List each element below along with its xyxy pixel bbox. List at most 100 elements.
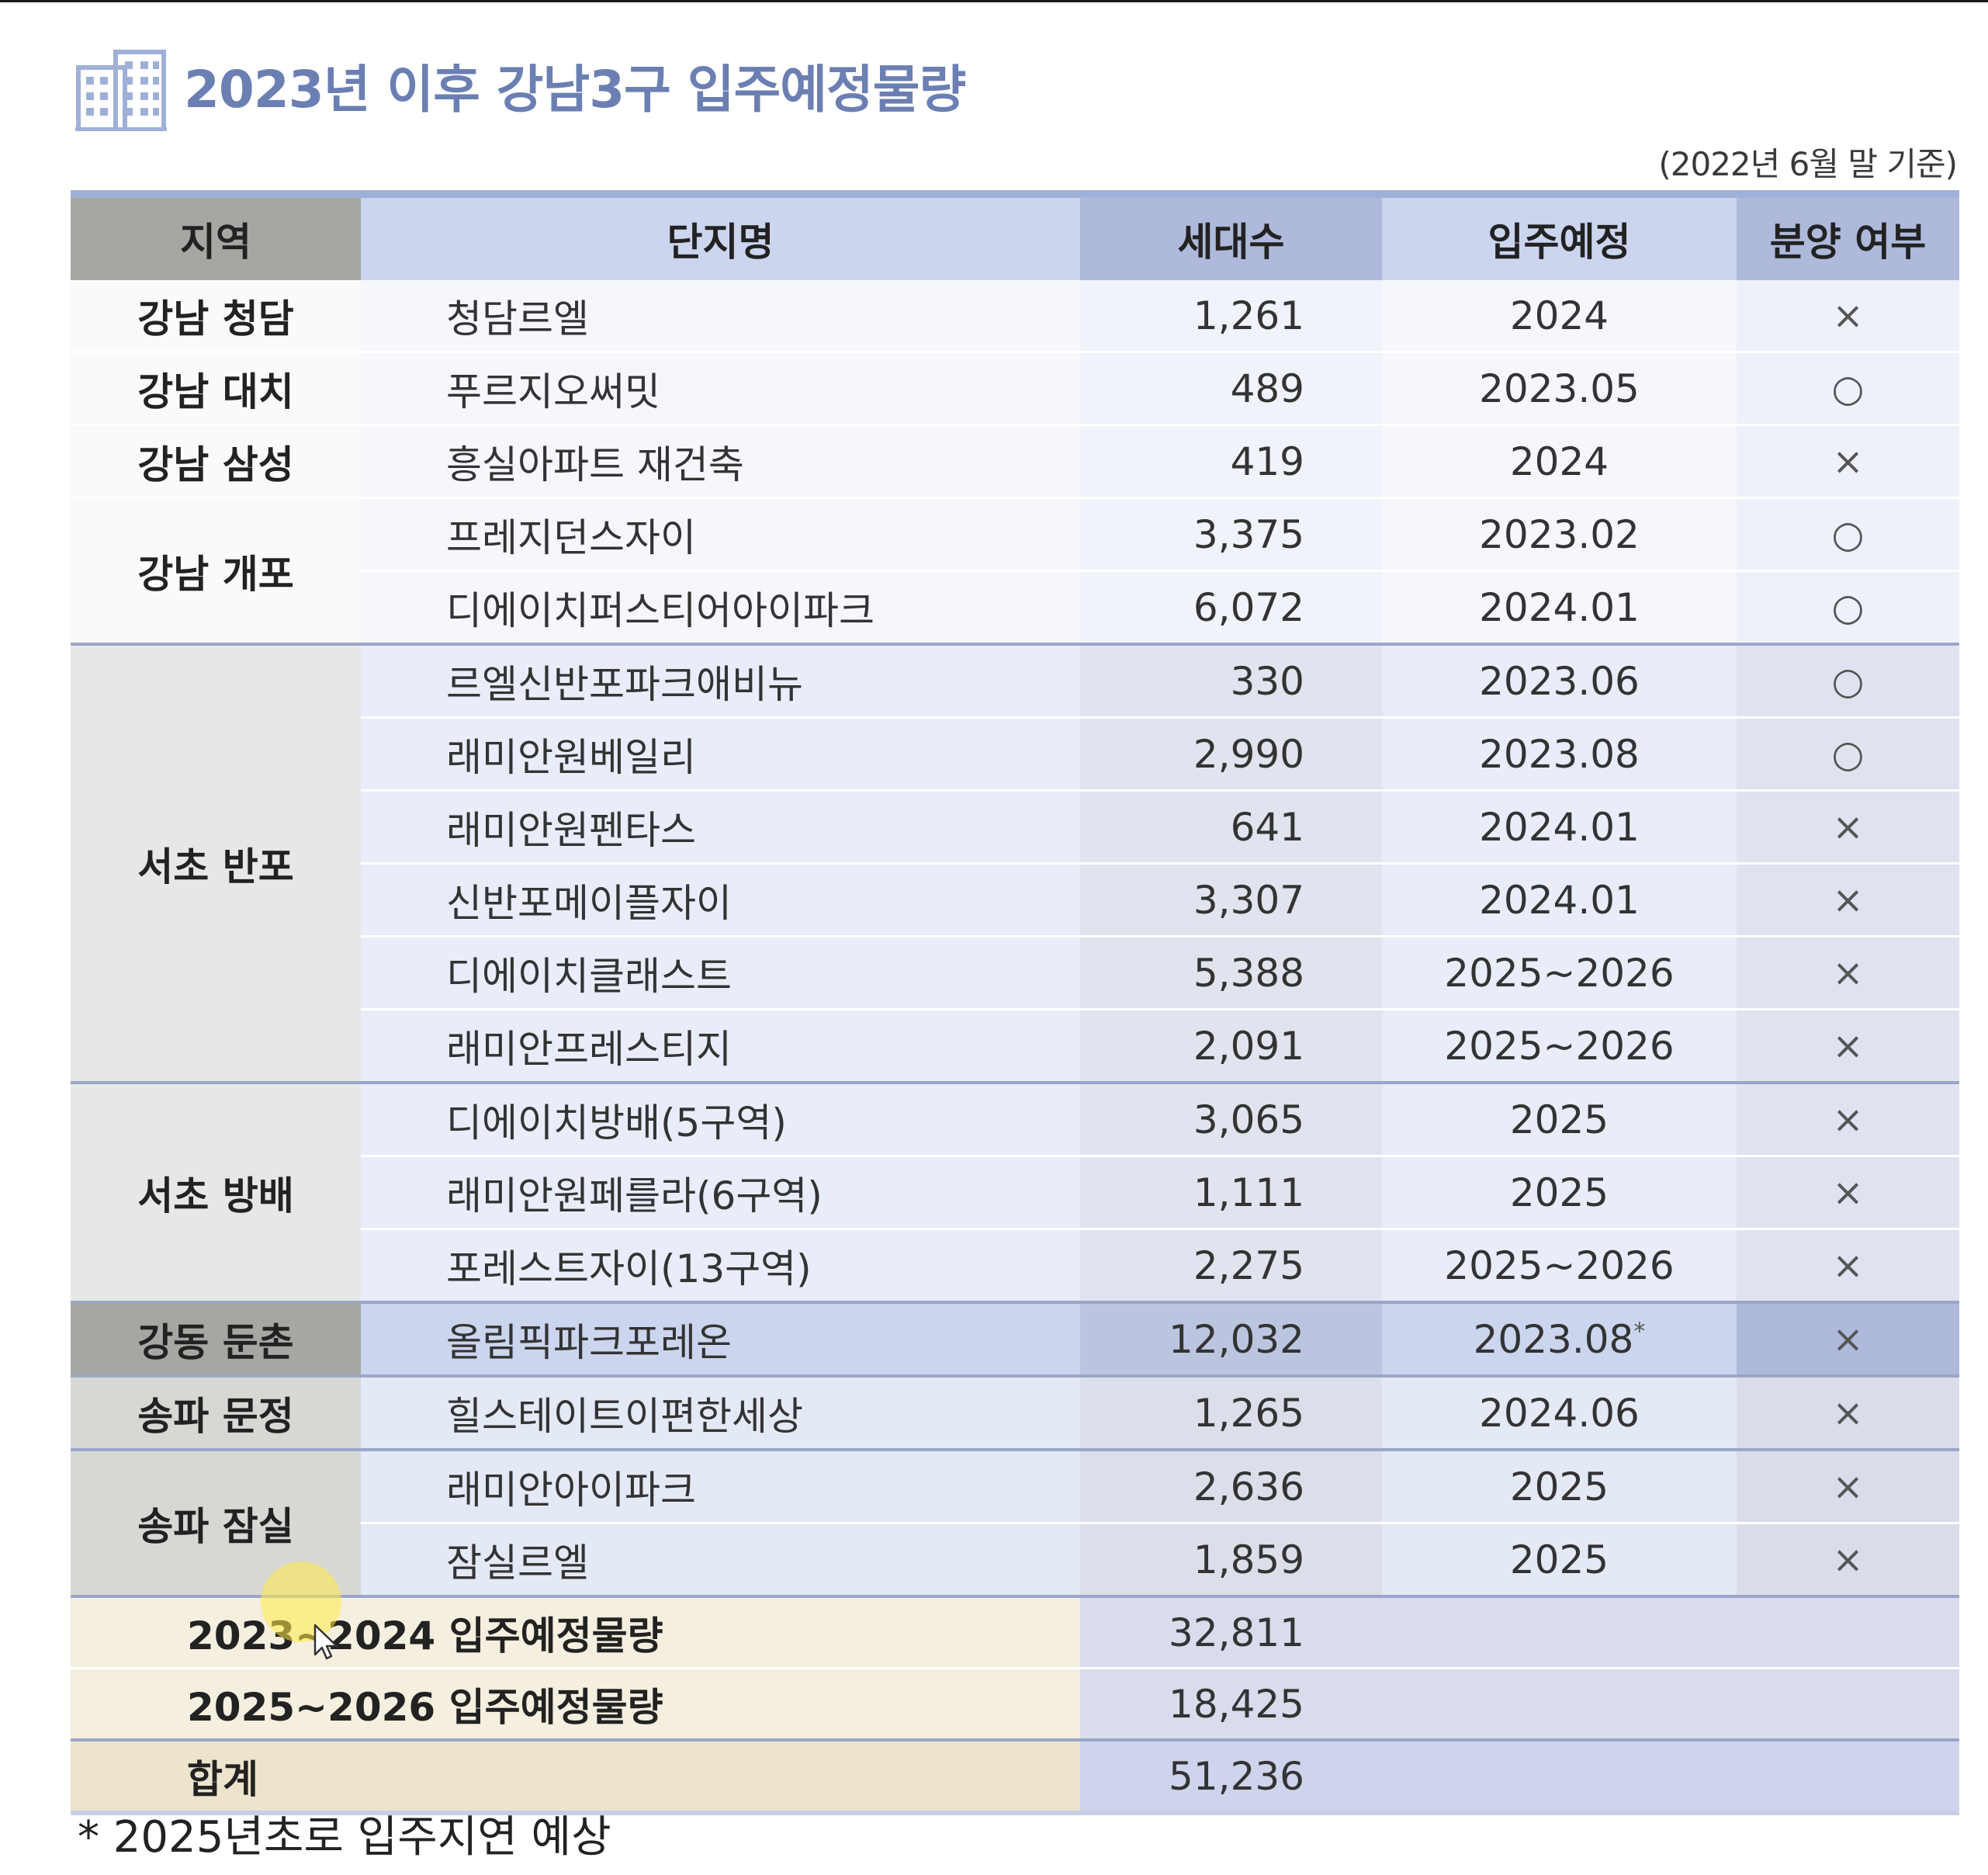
col-header-units: 세대수 [1080,190,1382,280]
table-row: 잠실르엘 1,859 2025 × [71,1523,1959,1598]
summary-units: 32,811 [1080,1595,1382,1669]
move-in-cell: 2023.06 [1382,643,1737,719]
summary-row: 2025~2026 입주예정물량 18,425 [71,1668,1959,1742]
units-cell: 2,091 [1080,1009,1382,1084]
complex-name-cell: 래미안원베일리 [361,717,1080,792]
units-cell: 3,307 [1080,863,1382,938]
complex-name-cell: 청담르엘 [361,280,1080,353]
units-cell: 2,990 [1080,717,1382,792]
move-in-cell: 2024.01 [1382,790,1737,865]
complex-name-cell: 래미안프레스티지 [361,1009,1080,1084]
complex-name-cell: 래미안원펜타스 [361,790,1080,865]
basis-date: (2022년 6월 말 기준) [1658,145,1958,183]
complex-name-cell: 푸르지오써밋 [361,352,1080,426]
table-row: 래미안원베일리 2,990 2023.08 ○ [71,717,1959,792]
table-row: 서초 반포 르엘신반포파크애비뉴 330 2023.06 ○ [71,643,1959,1084]
region-cell: 강남 청담 [71,280,361,353]
complex-name-cell: 디에이치클래스트 [361,936,1080,1010]
move-in-cell: 2024 [1382,425,1737,499]
region-cell: 서초 방배 [71,1081,361,1304]
page-title: 2023년 이후 강남3구 입주예정물량 [184,60,966,120]
complex-name-cell: 래미안아이파크 [361,1448,1080,1524]
sale-status-cell: × [1737,1009,1959,1084]
mouse-cursor-icon [313,1624,338,1660]
move-in-cell: 2023.08 [1382,717,1737,792]
move-in-cell: 2025 [1382,1523,1737,1598]
sale-status-cell: × [1737,790,1959,865]
sale-status-cell: × [1737,425,1959,499]
region-cell: 강남 개포 [71,497,361,646]
sale-status-cell: × [1737,1301,1959,1378]
total-units: 51,236 [1080,1738,1382,1815]
move-in-cell: 2025 [1382,1448,1737,1524]
units-cell: 419 [1080,425,1382,499]
table-row: 신반포메이플자이 3,307 2024.01 × [71,863,1959,938]
units-cell: 3,065 [1080,1081,1382,1157]
units-cell: 12,032 [1080,1301,1382,1378]
sale-status-cell: × [1737,936,1959,1010]
sale-status-cell: ○ [1737,497,1959,572]
complex-name-cell: 잠실르엘 [361,1523,1080,1598]
table-row: 포레스트자이(13구역) 2,275 2025~2026 × [71,1229,1959,1304]
complex-name-cell: 디에이치방배(5구역) [361,1081,1080,1157]
units-cell: 330 [1080,643,1382,719]
move-in-cell: 2024.01 [1382,863,1737,938]
move-in-cell: 2025 [1382,1156,1737,1230]
complex-name-cell: 포레스트자이(13구역) [361,1229,1080,1304]
table-row: 송파 잠실 래미안아이파크 2,636 2025 × [71,1448,1959,1598]
footnote-marker: * [1633,1317,1646,1345]
table-row: 래미안원펜타스 641 2024.01 × [71,790,1959,865]
sale-status-cell: × [1737,1081,1959,1157]
total-label: 합계 [71,1738,1080,1815]
units-cell: 5,388 [1080,936,1382,1010]
units-cell: 1,859 [1080,1523,1382,1598]
units-cell: 1,111 [1080,1156,1382,1230]
sale-status-cell: ○ [1737,643,1959,719]
move-in-cell: 2025~2026 [1382,1009,1737,1084]
complex-name-cell: 프레지던스자이 [361,497,1080,572]
units-cell: 2,636 [1080,1448,1382,1524]
table-row: 래미안원페를라(6구역) 1,111 2025 × [71,1156,1959,1230]
table-row: 강남 청담 청담르엘 1,261 2024 × [71,280,1959,353]
col-header-region: 지역 [71,190,361,280]
units-cell: 641 [1080,790,1382,865]
col-header-date: 입주예정 [1382,190,1737,280]
table-row: 래미안프레스티지 2,091 2025~2026 × [71,1009,1959,1084]
complex-name-cell: 흥실아파트 재건축 [361,425,1080,499]
sale-status-cell: × [1737,1374,1959,1451]
cursor-highlight [261,1561,341,1642]
move-in-cell: 2025 [1382,1081,1737,1157]
region-cell: 강남 대치 [71,352,361,426]
region-cell: 강남 삼성 [71,425,361,499]
table-row: 디에이치클래스트 5,388 2025~2026 × [71,936,1959,1010]
table-row: 디에이치퍼스티어아이파크 6,072 2024.01 ○ [71,570,1959,646]
region-cell: 송파 문정 [71,1374,361,1451]
table-row: 송파 문정 힐스테이트이편한세상 1,265 2024.06 × [71,1374,1959,1451]
table-row: 강남 개포 프레지던스자이 3,375 2023.02 ○ [71,497,1959,646]
table-row: 강동 둔촌 올림픽파크포레온 12,032 2023.08* × [71,1301,1959,1378]
top-border [0,0,1988,2]
sale-status-cell: ○ [1737,717,1959,792]
units-cell: 3,375 [1080,497,1382,572]
units-cell: 2,275 [1080,1229,1382,1304]
header: 2023년 이후 강남3구 입주예정물량 [75,49,966,131]
move-in-cell: 2023.02 [1382,497,1737,572]
total-empty [1382,1738,1959,1815]
units-cell: 1,261 [1080,280,1382,353]
units-cell: 1,265 [1080,1374,1382,1451]
move-in-cell: 2025~2026 [1382,1229,1737,1304]
sale-status-cell: ○ [1737,570,1959,646]
summary-row: 2023~2024 입주예정물량 32,811 [71,1595,1959,1669]
footnote: * 2025년초로 입주지연 예상 [78,1812,611,1863]
total-row: 합계 51,236 [71,1738,1959,1815]
sale-status-cell: × [1737,1229,1959,1304]
move-in-cell: 2023.05 [1382,352,1737,426]
summary-label: 2025~2026 입주예정물량 [71,1668,1080,1742]
complex-name-cell: 힐스테이트이편한세상 [361,1374,1080,1451]
summary-units: 18,425 [1080,1668,1382,1742]
table-header-row: 지역 단지명 세대수 입주예정 분양 여부 [71,190,1959,280]
summary-label: 2023~2024 입주예정물량 [71,1595,1080,1669]
complex-name-cell: 디에이치퍼스티어아이파크 [361,570,1080,646]
move-in-cell: 2024.01 [1382,570,1737,646]
summary-empty [1382,1668,1959,1742]
